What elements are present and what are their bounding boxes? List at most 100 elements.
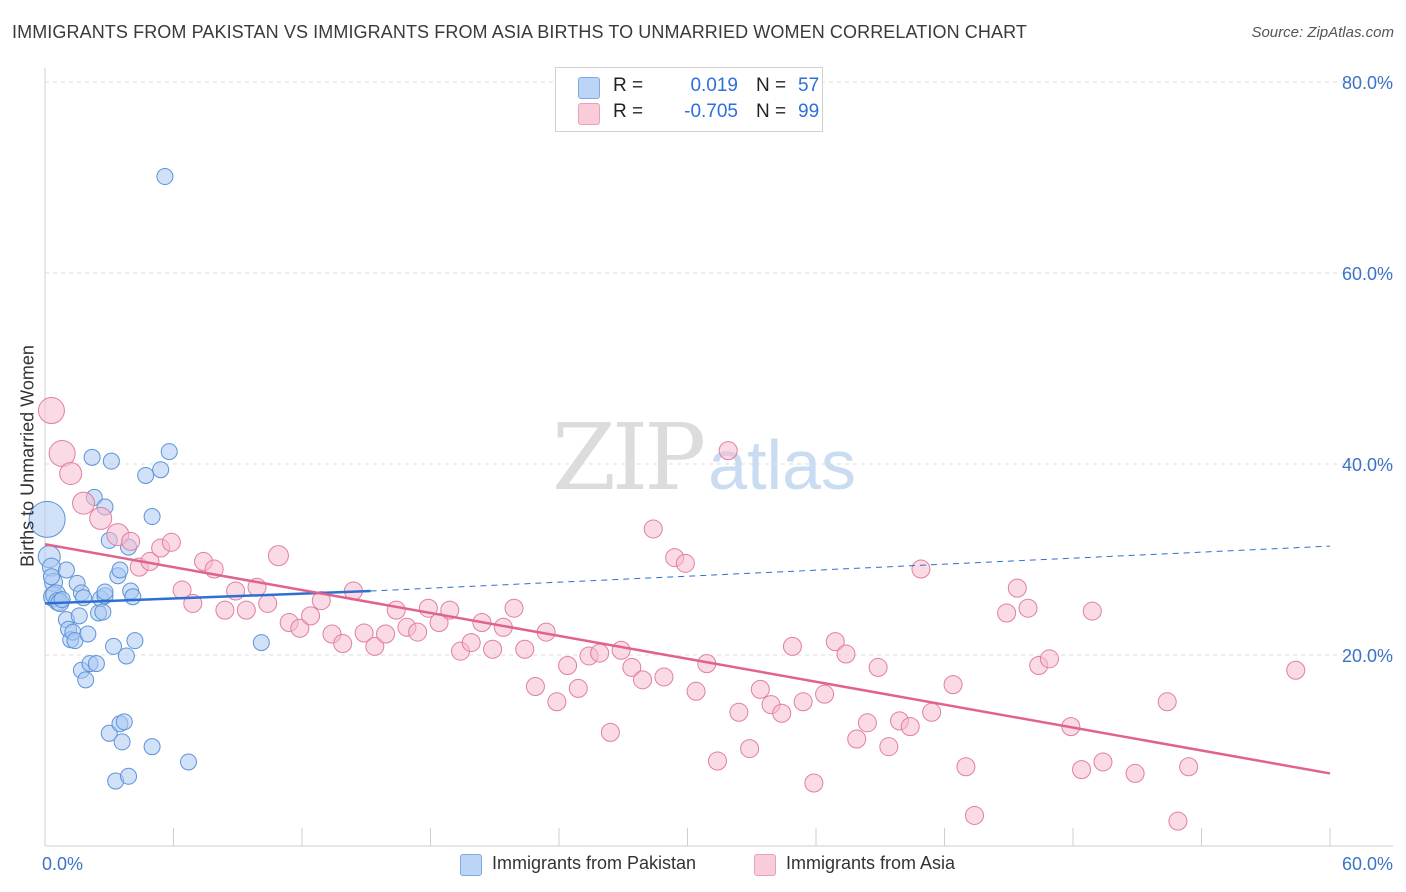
pakistan-point (126, 632, 144, 650)
pakistan-point (156, 168, 174, 186)
asia-point (1157, 692, 1177, 712)
y-tick-label: 60.0% (1342, 264, 1393, 284)
legend-swatch-pakistan (460, 854, 482, 876)
pakistan-point (252, 634, 270, 652)
asia-point (1007, 578, 1027, 598)
legend-n-label: N = (756, 75, 787, 96)
axes (44, 68, 1393, 847)
grid-lines (45, 81, 1393, 656)
asia-point (525, 677, 545, 697)
asia-point (1286, 660, 1306, 680)
asia-point (600, 722, 620, 742)
asia-point (1125, 763, 1145, 783)
series-legend: Immigrants from Pakistan Immigrants from… (0, 852, 1406, 878)
legend-swatch-asia (578, 103, 600, 125)
pakistan-point (124, 588, 142, 606)
asia-point (868, 657, 888, 677)
pakistan-point (83, 448, 101, 466)
asia-point (37, 397, 65, 425)
asia-point (804, 773, 824, 793)
asia-point (365, 636, 385, 656)
asia-point (547, 692, 567, 712)
asia-point (558, 656, 578, 676)
asia-point (376, 624, 396, 644)
pakistan-point (53, 591, 71, 609)
asia-point (483, 639, 503, 659)
asia-point (686, 681, 706, 701)
pakistan-point (42, 568, 60, 586)
y-axis-label: Births to Unmarried Women (17, 345, 38, 567)
asia-point (1039, 649, 1059, 669)
asia-point (847, 729, 867, 749)
asia-point (718, 441, 738, 461)
pakistan-point (179, 753, 197, 771)
pakistan-point (117, 647, 135, 665)
pakistan-point (113, 733, 131, 751)
pakistan-point (87, 655, 105, 673)
watermark: ZIPatlas (552, 404, 856, 511)
asia-point (408, 622, 428, 642)
pakistan-point (70, 607, 88, 625)
asia-point (782, 636, 802, 656)
correlation-legend: R = 0.019 N = 57 R = -0.705 N = 99 (555, 67, 823, 132)
asia-trend-line (44, 542, 1331, 775)
pakistan-point (96, 583, 114, 601)
asia-point (772, 703, 792, 723)
asia-point (236, 600, 256, 620)
legend-swatch-pakistan (578, 77, 600, 99)
asia-point (301, 606, 321, 626)
asia-point (1018, 598, 1038, 618)
asia-point (836, 644, 856, 664)
asia-point (815, 684, 835, 704)
asia-point (740, 739, 760, 759)
legend-r-label: R = (613, 75, 644, 96)
y-tick-label: 40.0% (1342, 455, 1393, 475)
asia-point (707, 751, 727, 771)
y-tick-label: 20.0% (1342, 646, 1393, 666)
asia-point (590, 643, 610, 663)
pakistan-point (160, 443, 178, 461)
asia-point (89, 506, 113, 530)
asia-point (1168, 811, 1188, 831)
asia-point (911, 559, 931, 579)
pakistan-point (57, 561, 75, 579)
asia-point (997, 603, 1017, 623)
legend-r-value: -0.705 (684, 101, 738, 122)
asia-point (121, 531, 141, 551)
asia-point (515, 639, 535, 659)
chart-title: IMMIGRANTS FROM PAKISTAN VS IMMIGRANTS F… (12, 22, 1027, 42)
asia-point (879, 737, 899, 757)
asia-point (568, 678, 588, 698)
asia-point (215, 600, 235, 620)
asia-point (267, 545, 289, 567)
pakistan-point (143, 738, 161, 756)
asia-point (964, 805, 984, 825)
pakistan-point (137, 466, 155, 484)
series-pakistan-points (28, 168, 270, 790)
asia-point (333, 634, 353, 654)
series-asia-points (37, 397, 1306, 831)
pakistan-point (152, 461, 170, 479)
asia-point (59, 462, 83, 486)
pakistan-point (111, 561, 129, 579)
asia-point (1093, 752, 1113, 772)
asia-point (1179, 757, 1199, 777)
legend-r-value: 0.019 (690, 75, 738, 96)
asia-point (900, 717, 920, 737)
asia-point (956, 757, 976, 777)
pakistan-point (143, 508, 161, 526)
asia-point (922, 702, 942, 722)
legend-label-pakistan: Immigrants from Pakistan (492, 853, 697, 873)
watermark-atlas: atlas (708, 426, 857, 504)
pakistan-trend-extension (370, 545, 1331, 592)
legend-n-label: N = (756, 101, 787, 122)
asia-point (386, 600, 406, 620)
pakistan-point (115, 713, 133, 731)
asia-point (675, 553, 695, 573)
asia-point (461, 633, 481, 653)
source-credit: Source: ZipAtlas.com (1251, 24, 1394, 41)
pakistan-point (79, 625, 97, 643)
legend-n-value: 57 (798, 75, 820, 96)
asia-point (161, 532, 181, 552)
